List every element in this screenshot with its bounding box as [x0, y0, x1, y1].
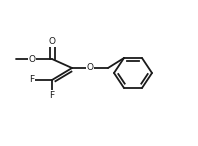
Text: F: F	[50, 91, 55, 100]
Text: O: O	[87, 64, 93, 73]
Text: O: O	[49, 38, 55, 46]
Text: F: F	[30, 75, 35, 85]
Text: O: O	[29, 54, 35, 64]
